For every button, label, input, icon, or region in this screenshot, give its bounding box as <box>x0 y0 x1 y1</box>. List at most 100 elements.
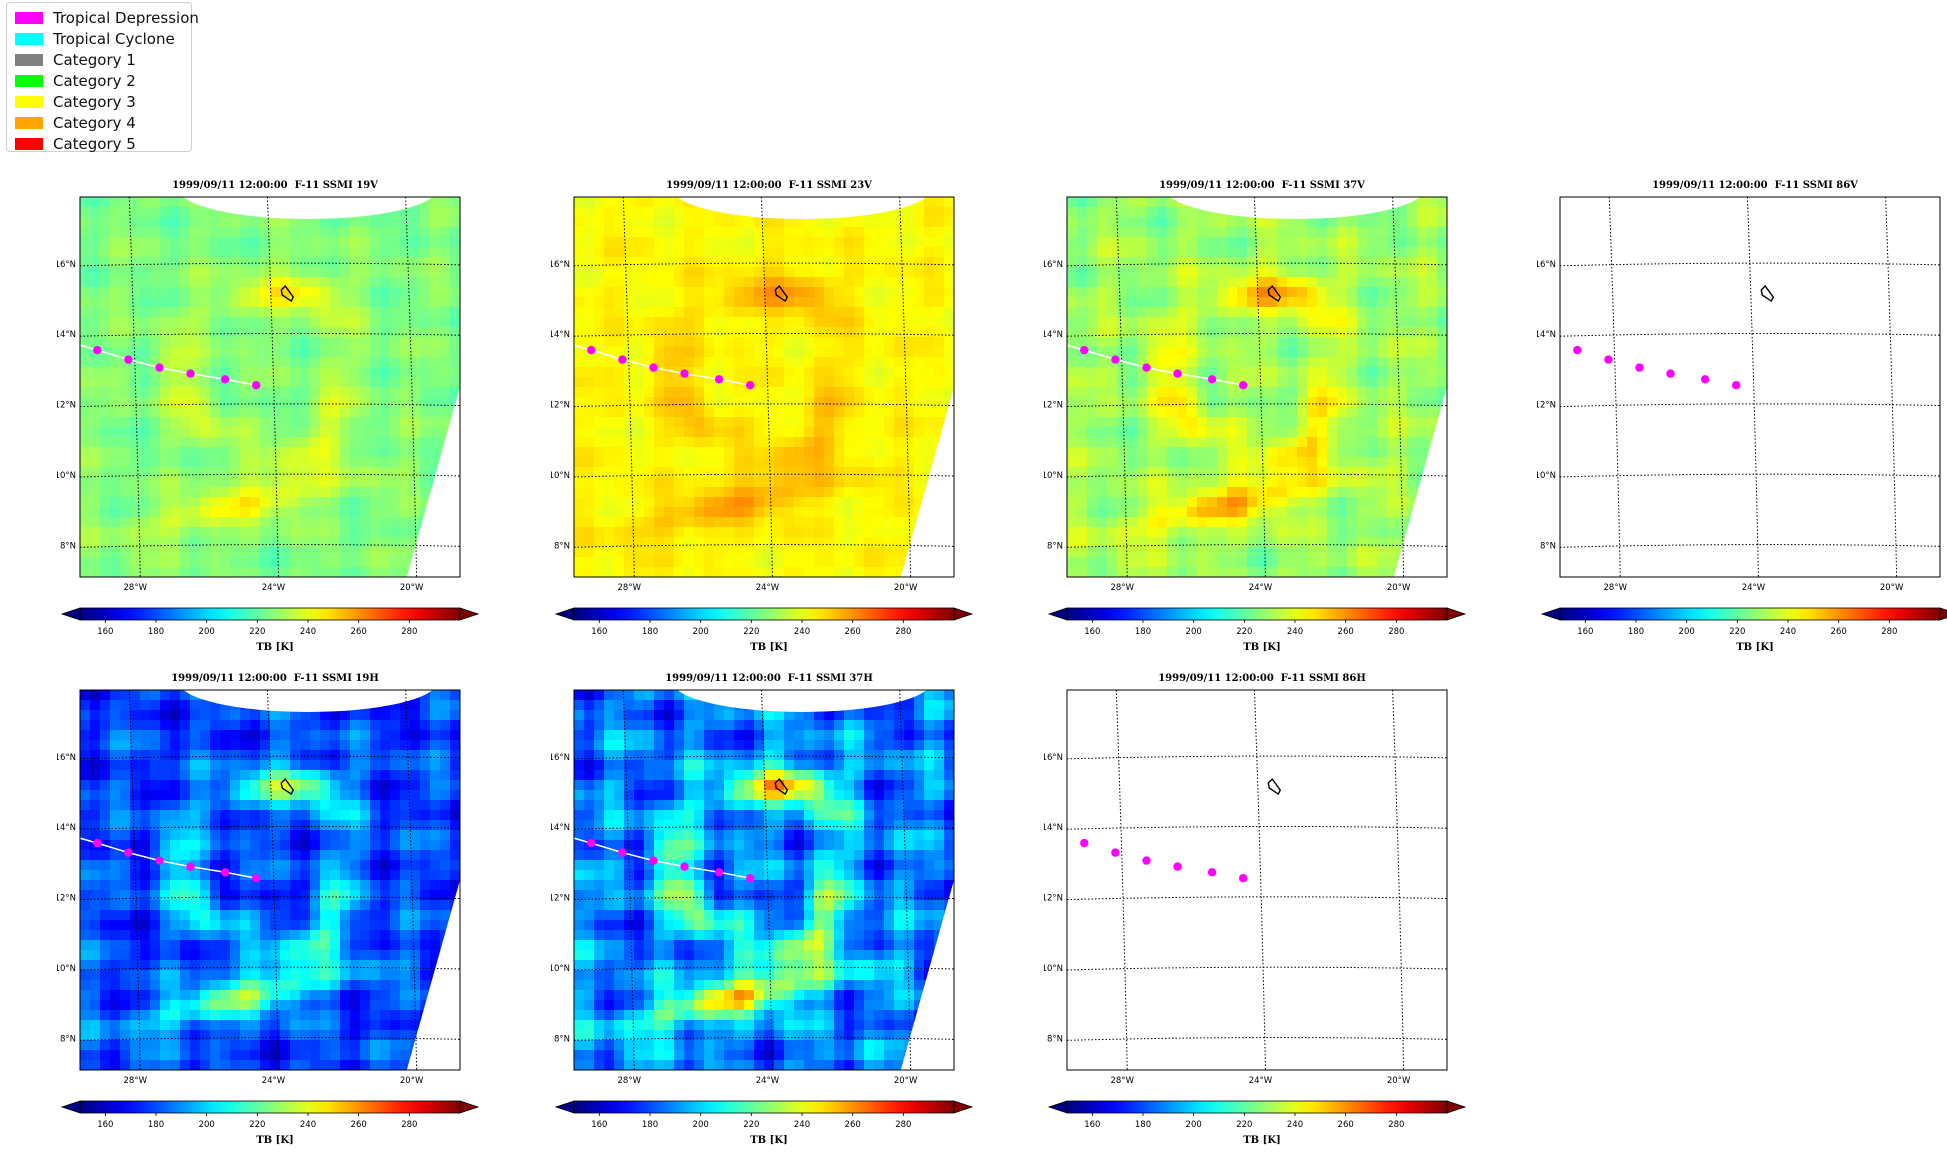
tb-cell <box>100 567 111 577</box>
tb-cell <box>724 457 735 468</box>
tb-cell <box>784 457 795 468</box>
tb-cell <box>684 297 695 308</box>
tb-cell <box>604 217 615 228</box>
tb-cell <box>784 467 795 478</box>
tb-cell <box>634 217 645 228</box>
tb-cell <box>1277 227 1288 238</box>
tb-cell <box>884 517 895 528</box>
tb-cell <box>854 537 865 548</box>
tb-cell <box>410 397 421 408</box>
tb-cell <box>210 487 221 498</box>
tb-cell <box>1347 557 1358 568</box>
tb-cell <box>864 507 875 518</box>
tb-cell <box>1287 217 1298 228</box>
tb-cell <box>420 237 431 248</box>
tb-cell <box>1127 317 1138 328</box>
tb-cell <box>140 277 151 288</box>
tb-cell <box>390 347 401 358</box>
tb-cell <box>450 347 460 358</box>
tb-cell <box>330 417 341 428</box>
tb-cell <box>1087 237 1098 248</box>
tb-cell <box>140 417 151 428</box>
tb-cell <box>624 327 635 338</box>
tb-cell <box>240 497 251 508</box>
tb-cell <box>180 287 191 298</box>
tb-cell <box>584 257 595 268</box>
tb-cell <box>634 277 645 288</box>
tb-cell <box>250 507 261 518</box>
tb-cell <box>1077 327 1088 338</box>
tb-cell <box>320 780 331 791</box>
tb-cell <box>240 517 251 528</box>
tb-cell <box>160 447 171 458</box>
tb-cell <box>1287 547 1298 558</box>
tb-cell <box>200 407 211 418</box>
tb-cell <box>1297 477 1308 488</box>
tb-cell <box>1217 307 1228 318</box>
tb-cell <box>854 297 865 308</box>
tb-cell <box>330 427 341 438</box>
tb-cell <box>120 277 131 288</box>
tb-cell <box>1387 257 1398 268</box>
tb-cell <box>634 367 645 378</box>
tb-cell <box>1197 467 1208 478</box>
tb-cell <box>140 397 151 408</box>
tb-cell <box>110 457 121 468</box>
tb-cell <box>724 547 735 558</box>
colorbar-tick-label: 260 <box>1831 627 1847 637</box>
tb-cell <box>774 477 785 488</box>
tb-cell <box>1387 477 1398 488</box>
parallel-line <box>1560 473 1940 478</box>
tb-cell <box>420 427 431 438</box>
tb-cell <box>1117 447 1128 458</box>
tb-cell <box>370 387 381 398</box>
tb-cell <box>170 317 181 328</box>
tb-cell <box>724 517 735 528</box>
tb-cell <box>350 337 361 348</box>
tb-cell <box>784 297 795 308</box>
tb-cell <box>430 750 441 761</box>
tb-cell <box>400 287 411 298</box>
tb-cell <box>100 720 111 731</box>
tb-cell <box>1237 397 1248 408</box>
colorbar-tick-label: 280 <box>1388 627 1404 637</box>
tb-cell <box>1167 307 1178 318</box>
tb-cell <box>350 267 361 278</box>
tb-cell <box>1207 407 1218 418</box>
tb-cell <box>764 337 775 348</box>
tb-cell <box>794 257 805 268</box>
tb-cell <box>664 307 675 318</box>
tb-cell <box>390 567 401 577</box>
tb-cell <box>1257 567 1268 577</box>
tb-cell <box>804 267 815 278</box>
tb-cell <box>734 227 745 238</box>
tb-cell <box>834 307 845 318</box>
tb-cell <box>1067 257 1078 268</box>
tb-cell <box>664 567 675 577</box>
tb-cell <box>1157 297 1168 308</box>
tb-cell <box>764 497 775 508</box>
tb-cell <box>350 780 361 791</box>
tb-cell <box>774 497 785 508</box>
tb-cell <box>180 700 191 711</box>
tb-cell <box>1177 227 1188 238</box>
tb-cell <box>180 740 191 751</box>
tb-cell <box>1307 397 1318 408</box>
tb-cell <box>350 347 361 358</box>
tb-cell <box>1367 407 1378 418</box>
tb-cell <box>310 267 321 278</box>
tb-cell <box>140 317 151 328</box>
tb-cell <box>1167 247 1178 258</box>
tb-cell <box>834 477 845 488</box>
tb-cell <box>270 357 281 368</box>
tb-cell <box>1397 307 1408 318</box>
tb-cell <box>594 547 605 558</box>
tb-cell <box>694 287 705 298</box>
tb-cell <box>654 477 665 488</box>
tb-cell <box>170 207 181 218</box>
tb-cell <box>80 537 91 548</box>
tb-cell <box>220 307 231 318</box>
tb-cell <box>180 307 191 318</box>
tb-cell <box>1377 397 1388 408</box>
tb-cell <box>430 357 441 368</box>
